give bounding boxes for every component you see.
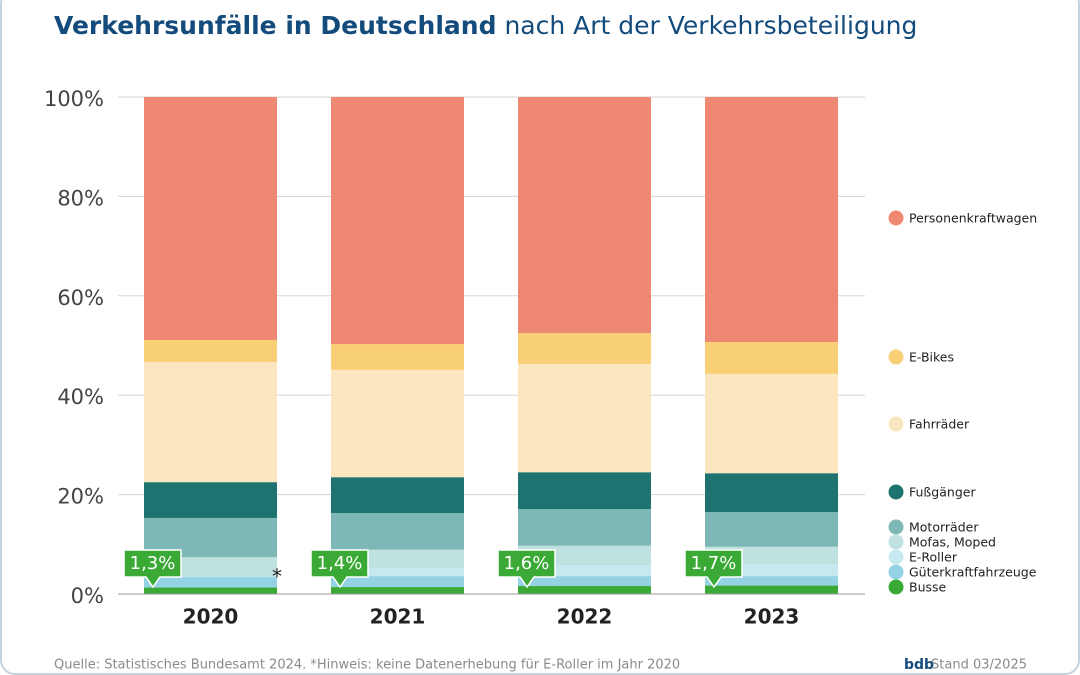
y-tick-label: 40% [57,385,104,409]
bar-segment [518,586,651,594]
bar-segment [518,363,651,473]
y-tick-label: 80% [57,186,104,210]
y-tick-label: 60% [57,286,104,310]
legend-marker [888,534,904,550]
bar-segment [705,97,838,343]
value-label-box [497,549,556,589]
bar-segment [705,576,838,586]
legend-marker [888,416,904,432]
value-label-box [310,549,369,589]
annotation: * [272,565,282,589]
legend-label: Busse [909,580,947,595]
bar-segment [705,564,838,577]
legend-marker [888,484,904,500]
legend-label: E-Roller [909,550,958,565]
value-label: 1,3% [130,553,176,574]
legend-marker [888,519,904,535]
title-bold: Verkehrsunfälle in Deutschland [54,11,496,40]
bar-segment [705,511,838,547]
legend-label: Fahrräder [909,417,970,432]
bar-segment [144,587,277,594]
legend-label: Fußgänger [909,485,976,500]
bar-segment [518,97,651,334]
stand: Stand 03/2025 [931,658,1027,673]
bar-segment [144,361,277,483]
bar-segment [518,565,651,577]
bar-segment [331,568,464,577]
bar-segment [331,477,464,513]
bar-segment [518,333,651,364]
y-tick-label: 100% [44,87,104,111]
bar-segment [331,344,464,370]
value-label-box [123,549,182,589]
y-tick-label: 0% [71,584,104,608]
bar-segment [705,373,838,474]
bar-segment [705,585,838,594]
value-label: 1,6% [504,553,550,574]
x-tick-label: 2022 [557,605,613,629]
chart-title: Verkehrsunfälle in Deutschland nach Art … [54,11,917,40]
legend-label: Motorräder [909,520,979,535]
logo: bdb [904,657,934,673]
bar-segment [144,577,277,588]
legend-marker [888,579,904,595]
subtitle: nach Art der Verkehrsbeteiligung [504,11,917,40]
bar-segment [331,512,464,550]
x-tick-label: 2023 [744,605,800,629]
legend-marker [888,564,904,580]
bar-segment [144,482,277,518]
x-tick-label: 2020 [183,605,239,629]
legend-label: E-Bikes [909,350,954,365]
bar-segment [331,97,464,345]
bar-segment [144,340,277,362]
bar-segment [705,342,838,374]
source: Quelle: Statistisches Bundesamt 2024. *H… [54,658,680,673]
legend-label: Güterkraftfahrzeuge [909,565,1037,580]
legend-label: Mofas, Moped [909,535,996,550]
bar-segment [518,472,651,510]
legend-marker [888,549,904,565]
bar-segment [331,576,464,588]
bar-segment [705,473,838,512]
x-tick-label: 2021 [370,605,426,629]
legend-label: Personenkraftwagen [909,211,1037,226]
bar-segment [331,369,464,478]
legend-marker [888,349,904,365]
legend-marker [888,210,904,226]
bar-segment [331,587,464,594]
value-label-box [684,549,743,589]
value-label: 1,4% [317,553,363,574]
y-tick-label: 20% [57,485,104,509]
bar-segment [518,576,651,587]
bar-segment [518,509,651,546]
bar-segment [144,97,277,341]
value-label: 1,7% [691,553,737,574]
